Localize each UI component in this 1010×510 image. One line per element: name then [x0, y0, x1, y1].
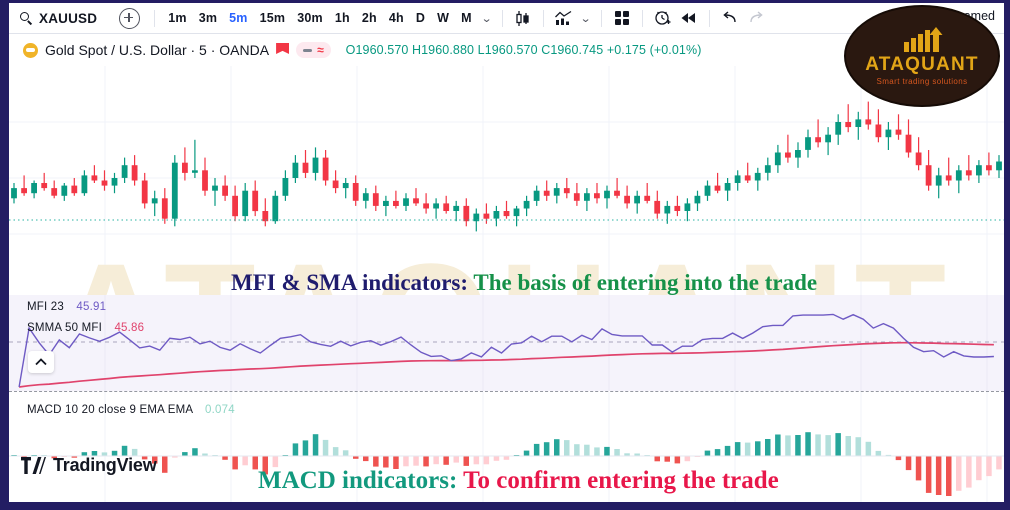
macd-value: 0.074: [205, 404, 235, 416]
annotation-macd: MACD indicators: To confirm entering the…: [258, 467, 779, 495]
tradingview-app: XAUUSD 1m 3m 5m 15m 30m 1h 2h 4h D W M ⌄: [9, 3, 1004, 502]
badge-tagline: Smart trading solutions: [876, 77, 968, 86]
top-toolbar: XAUUSD 1m 3m 5m 15m 30m 1h 2h 4h D W M ⌄: [9, 3, 1004, 34]
candlestick-chart: [9, 66, 1004, 295]
bar-chart-arrow-icon: [899, 26, 945, 54]
price-pane[interactable]: ATAQUANT: [9, 66, 1004, 295]
alarm-clock-plus-icon[interactable]: [650, 7, 676, 29]
legend-style-pill[interactable]: ≈: [296, 42, 331, 58]
smma-label: SMMA 50 MFI: [27, 322, 103, 334]
toolbar-divider: [501, 9, 503, 27]
symbol-search[interactable]: XAUUSD: [20, 11, 97, 26]
timeframe-2h[interactable]: 2h: [361, 11, 377, 25]
timeframe-30m[interactable]: 30m: [297, 11, 323, 25]
toolbar-divider: [642, 9, 644, 27]
smma-value: 45.86: [114, 322, 145, 334]
toolbar-divider: [542, 9, 544, 27]
search-icon: [20, 11, 33, 25]
timeframe-15m[interactable]: 15m: [259, 11, 286, 25]
chevron-up-icon[interactable]: [28, 351, 54, 373]
annotation-mfi-prefix: MFI & SMA indicators:: [231, 270, 469, 295]
mfi-line: [18, 313, 994, 388]
mfi-pane[interactable]: MFI 23 45.91 SMMA 50 MFI 45.86: [9, 295, 1004, 391]
timeframe-5m[interactable]: 5m: [229, 11, 248, 25]
plus-circle-icon[interactable]: [119, 7, 141, 29]
timeframe-w[interactable]: W: [437, 11, 450, 25]
annotation-mfi: MFI & SMA indicators: The basis of enter…: [231, 270, 817, 296]
mfi-legend[interactable]: MFI 23 45.91: [27, 301, 106, 313]
smma-line: [18, 341, 994, 388]
macd-legend[interactable]: MACD 10 20 close 9 EMA EMA 0.074: [27, 404, 235, 416]
redo-arrow-icon[interactable]: [743, 7, 769, 29]
macd-label: MACD 10 20 close 9 EMA EMA: [27, 404, 193, 416]
macd-pane[interactable]: MACD 10 20 close 9 EMA EMA 0.074: [9, 392, 1004, 502]
replay-rewind-icon[interactable]: [676, 7, 702, 29]
legend-title[interactable]: Gold Spot / U.S. Dollar · 5 · OANDA: [45, 42, 270, 58]
ataquant-badge: ATAQUANT Smart trading solutions: [844, 5, 1000, 107]
red-flag-icon[interactable]: [276, 43, 289, 57]
chevron-down-icon[interactable]: ⌄: [480, 12, 493, 25]
mfi-label: MFI 23: [27, 301, 64, 313]
gold-coin-icon: [23, 42, 38, 58]
macd-chart: [9, 392, 1004, 502]
grid-templates-icon[interactable]: [609, 7, 635, 29]
tradingview-label: TradingView: [53, 455, 157, 475]
indicators-icon[interactable]: [551, 7, 577, 29]
annotation-macd-body: To confirm entering the trade: [463, 467, 779, 494]
mfi-chart: [9, 295, 1004, 391]
indicators-chevron-down-icon[interactable]: ⌄: [579, 12, 592, 25]
annotation-mfi-body: The basis of entering into the trade: [473, 270, 818, 295]
toolbar-divider: [709, 9, 711, 27]
mfi-value: 45.91: [76, 301, 107, 313]
timeframe-d[interactable]: D: [415, 11, 426, 25]
undo-arrow-icon[interactable]: [717, 7, 743, 29]
annotation-macd-prefix: MACD indicators:: [258, 467, 458, 494]
badge-name: ATAQUANT: [865, 54, 979, 75]
dash-icon: [303, 48, 313, 52]
timeframe-3m[interactable]: 3m: [198, 11, 218, 25]
tradingview-logo[interactable]: TradingView: [21, 455, 157, 476]
timeframe-m[interactable]: M: [461, 11, 472, 25]
smma-legend[interactable]: SMMA 50 MFI 45.86: [27, 322, 144, 334]
candlestick-icon[interactable]: [510, 7, 536, 29]
timeframe-1m[interactable]: 1m: [168, 11, 187, 25]
tradingview-logo-icon: [21, 457, 46, 474]
chart-legend: Gold Spot / U.S. Dollar · 5 · OANDA ≈ O1…: [9, 34, 1004, 66]
symbol-label: XAUUSD: [39, 10, 98, 26]
timeframe-1h[interactable]: 1h: [334, 11, 350, 25]
pane-separator-macd: [9, 391, 1004, 392]
toolbar-divider: [154, 9, 156, 27]
timeframe-4h[interactable]: 4h: [388, 11, 404, 25]
wave-icon: ≈: [317, 43, 324, 57]
toolbar-divider: [601, 9, 603, 27]
ohlc-values: O1960.570 H1960.880 L1960.570 C1960.745 …: [345, 43, 702, 57]
